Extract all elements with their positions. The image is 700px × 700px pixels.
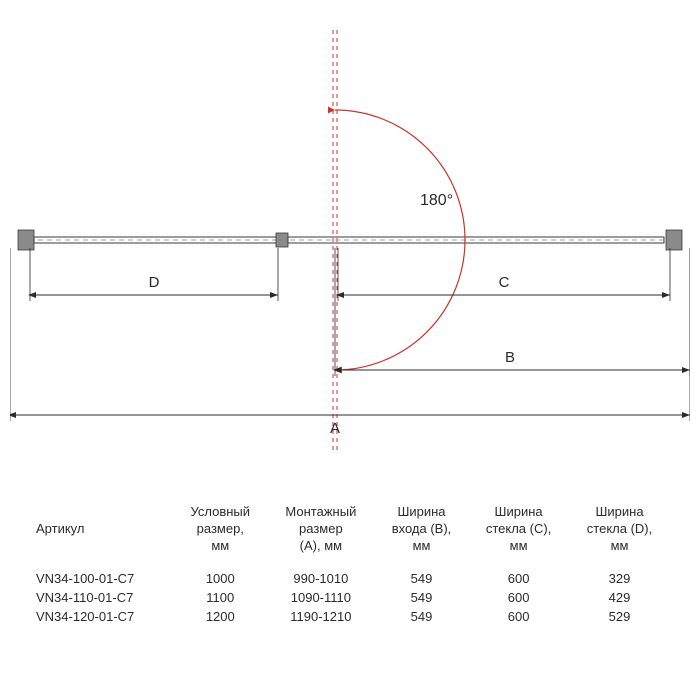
svg-text:A: A [330,420,340,437]
svg-text:C: C [499,274,510,291]
svg-text:D: D [149,274,160,291]
table-cell: 1100 [174,588,267,607]
table-cell: 1000 [174,569,267,588]
table-cell: VN34-120-01-C7 [30,607,174,626]
table-cell: 1090-1110 [267,588,375,607]
table-row: VN34-120-01-C712001190-1210549600529 [30,607,670,626]
table-cell: VN34-110-01-C7 [30,588,174,607]
table-cell: 329 [569,569,670,588]
col-header: Условныйразмер,мм [174,500,267,569]
dimensions-table: АртикулУсловныйразмер,ммМонтажныйразмер(… [30,500,670,626]
table-cell: 1200 [174,607,267,626]
svg-text:180°: 180° [420,192,453,209]
col-header: Монтажныйразмер(A), мм [267,500,375,569]
table-cell: 429 [569,588,670,607]
table-cell: 549 [375,569,468,588]
table-cell: 529 [569,607,670,626]
table-cell: 600 [468,588,569,607]
col-header: Ширинастекла (D),мм [569,500,670,569]
col-header: Ширинастекла (C),мм [468,500,569,569]
table-cell: 600 [468,607,569,626]
table-cell: 549 [375,607,468,626]
technical-diagram: 180° D C B A [10,20,690,460]
table-row: VN34-110-01-C711001090-1110549600429 [30,588,670,607]
table-cell: 600 [468,569,569,588]
svg-text:B: B [505,349,515,366]
table-cell: VN34-100-01-C7 [30,569,174,588]
table-row: VN34-100-01-C71000990-1010549600329 [30,569,670,588]
table-cell: 1190-1210 [267,607,375,626]
table-cell: 990-1010 [267,569,375,588]
table-cell: 549 [375,588,468,607]
col-header: Ширинавхода (B),мм [375,500,468,569]
col-header: Артикул [30,500,174,569]
